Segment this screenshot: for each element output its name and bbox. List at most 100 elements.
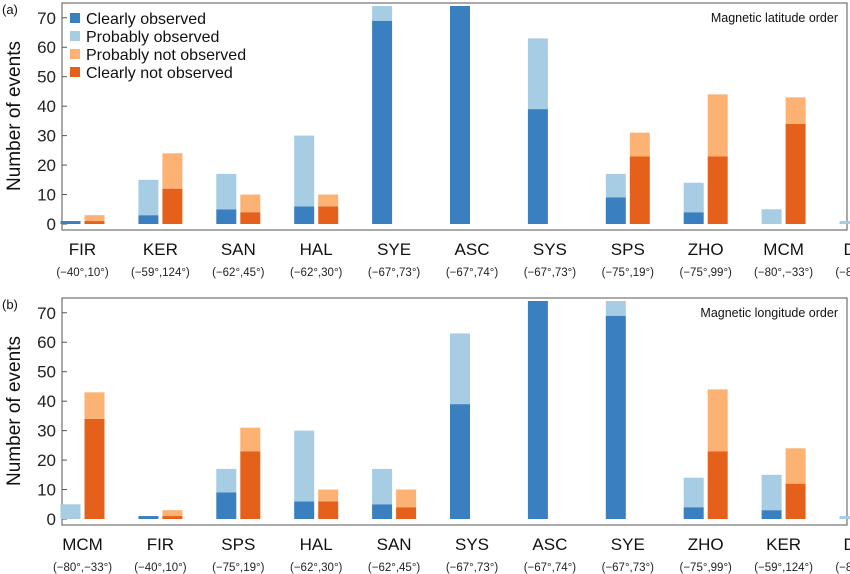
bar-asc-clearly-observed <box>450 6 470 224</box>
bar-ker-probably-observed <box>138 179 159 216</box>
bar-san-clearly-observed <box>372 504 393 519</box>
category-label-hal: HAL <box>300 535 333 554</box>
bar-ker-probably-not-observed <box>785 448 806 484</box>
y-tick-label: 60 <box>37 38 56 57</box>
bar-zho-probably-not-observed <box>707 94 728 157</box>
bar-hal-clearly-not-observed <box>318 501 339 519</box>
coordinate-label-dce: (−89°,58°) <box>835 267 850 279</box>
coordinate-label-zho: (−75°,99°) <box>680 267 733 279</box>
bar-sys-probably-observed <box>527 38 548 110</box>
coordinate-label-dce: (−89°,58°) <box>835 562 850 574</box>
y-tick-label: 50 <box>37 68 56 87</box>
bar-fir-clearly-not-observed <box>84 221 105 224</box>
panel-a-bars <box>60 6 850 224</box>
category-label-zho: ZHO <box>688 240 724 259</box>
category-label-fir: FIR <box>69 240 96 259</box>
panel-a-y-axis-title: Number of events <box>4 41 25 191</box>
coordinate-label-asc: (−67°,74°) <box>524 562 577 574</box>
panel-b-category-labels: MCM (−80°,−33°) FIR (−40°,10°) SPS (−75°,19°)… <box>53 535 850 574</box>
y-tick-label: 10 <box>37 186 56 205</box>
y-tick-label: 70 <box>37 304 56 323</box>
bar-sps-probably-observed <box>216 468 237 493</box>
bar-sps-clearly-observed <box>216 492 237 519</box>
bar-sye-clearly-observed <box>605 315 626 519</box>
bar-sye-clearly-observed <box>372 20 393 224</box>
bar-fir-probably-not-observed <box>162 510 183 517</box>
coordinate-label-sys: (−67°,73°) <box>446 562 499 574</box>
bar-san-clearly-not-observed <box>240 212 261 224</box>
panel-b-y-axis-title: Number of events <box>4 336 25 486</box>
y-tick-label: 30 <box>37 422 56 441</box>
category-label-sps: SPS <box>221 535 255 554</box>
bar-sys-clearly-observed <box>450 404 470 519</box>
panel-a-order-label: Magnetic latitude order <box>711 11 838 25</box>
category-label-sys: SYS <box>455 535 489 554</box>
bar-mcm-probably-observed <box>60 504 81 519</box>
panel-a-y-ticks: 0 10 20 30 40 50 60 70 <box>37 9 67 234</box>
bar-sps-probably-not-observed <box>629 132 650 157</box>
y-tick-label: 40 <box>37 392 56 411</box>
legend: Clearly observed Probably observed Proba… <box>70 11 246 82</box>
panel-b-tag: (b) <box>2 297 18 312</box>
y-tick-label: 40 <box>37 97 56 116</box>
bar-ker-probably-observed <box>761 474 782 511</box>
coordinate-label-ker: (−59°,124°) <box>131 267 190 279</box>
coordinate-label-san: (−62°,45°) <box>212 267 265 279</box>
legend-swatch-probably-observed <box>70 31 80 41</box>
coordinate-label-hal: (−62°,30°) <box>290 562 343 574</box>
bar-hal-probably-observed <box>294 430 315 502</box>
panel-a-category-labels: FIR (−40°,10°) KER (−59°,124°) SAN (−62°,45°)… <box>56 240 850 279</box>
bar-zho-clearly-observed <box>683 212 704 224</box>
bar-fir-clearly-observed <box>60 221 81 224</box>
coordinate-label-mcm: (−80°,−33°) <box>754 267 813 279</box>
category-label-sye: SYE <box>377 240 411 259</box>
coordinate-label-san: (−62°,45°) <box>368 562 421 574</box>
panel-b-frame <box>61 297 848 526</box>
bar-ker-probably-not-observed <box>162 153 183 189</box>
y-tick-label: 50 <box>37 363 56 382</box>
bar-san-probably-observed <box>372 468 393 505</box>
y-tick-label: 30 <box>37 127 56 146</box>
bar-san-probably-observed <box>216 173 237 210</box>
legend-label-probably-observed: Probably observed <box>86 29 219 46</box>
category-label-sye: SYE <box>611 535 645 554</box>
bar-ker-clearly-not-observed <box>162 188 183 224</box>
y-tick-label: 60 <box>37 333 56 352</box>
bar-ker-clearly-observed <box>761 510 782 519</box>
bar-san-probably-not-observed <box>240 194 261 213</box>
bar-dce-probably-observed <box>839 221 850 224</box>
y-tick-label: 0 <box>47 215 56 234</box>
y-tick-label: 0 <box>47 510 56 529</box>
coordinate-label-hal: (−62°,30°) <box>290 267 343 279</box>
category-label-san: SAN <box>377 535 412 554</box>
coordinate-label-sps: (−75°,19°) <box>212 562 265 574</box>
bar-mcm-clearly-not-observed <box>785 123 806 224</box>
panel-a: (a) Magnetic latitude order Number of ev… <box>2 2 850 279</box>
panel-a-tag: (a) <box>2 2 18 17</box>
coordinate-label-sys: (−67°,73°) <box>524 267 577 279</box>
category-label-ker: KER <box>766 535 801 554</box>
bar-sye-probably-observed <box>372 6 393 21</box>
category-label-mcm: MCM <box>763 240 804 259</box>
bar-sys-clearly-observed <box>527 109 548 224</box>
bar-sye-probably-observed <box>605 301 626 316</box>
bar-asc-clearly-observed <box>527 301 548 519</box>
coordinate-label-fir: (−40°,10°) <box>134 562 187 574</box>
category-label-sys: SYS <box>533 240 567 259</box>
category-label-ker: KER <box>143 240 178 259</box>
bar-zho-probably-observed <box>683 477 704 508</box>
panel-b-y-ticks: 0 10 20 30 40 50 60 70 <box>37 304 67 529</box>
category-label-fir: FIR <box>147 535 174 554</box>
category-label-zho: ZHO <box>688 535 724 554</box>
bar-zho-clearly-observed <box>683 507 704 519</box>
bar-san-clearly-not-observed <box>396 507 417 519</box>
bar-mcm-probably-not-observed <box>785 97 806 124</box>
legend-label-clearly-not-observed: Clearly not observed <box>86 65 233 82</box>
coordinate-label-ker: (−59°,124°) <box>754 562 813 574</box>
bar-ker-clearly-observed <box>138 215 159 224</box>
panel-a-frame <box>61 2 848 231</box>
panel-b: (b) Magnetic longitude order Number of e… <box>2 297 850 574</box>
category-label-mcm: MCM <box>62 535 103 554</box>
bar-hal-probably-not-observed <box>318 194 339 207</box>
